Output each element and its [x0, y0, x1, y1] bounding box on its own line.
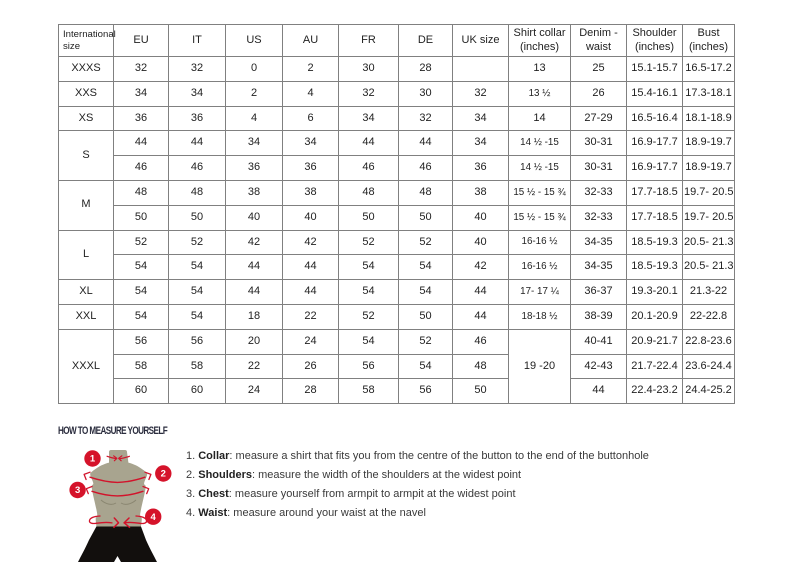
- svg-text:1: 1: [90, 454, 96, 465]
- svg-text:2: 2: [161, 469, 166, 480]
- svg-text:4: 4: [151, 512, 157, 523]
- svg-text:3: 3: [75, 485, 80, 496]
